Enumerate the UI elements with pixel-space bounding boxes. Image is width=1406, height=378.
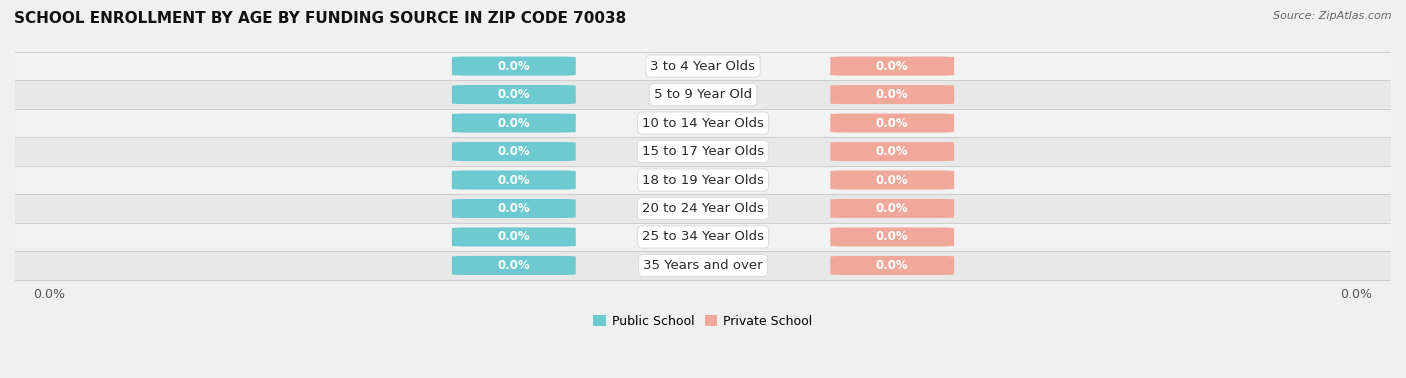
Text: 15 to 17 Year Olds: 15 to 17 Year Olds [643,145,763,158]
Text: 0.0%: 0.0% [876,145,908,158]
Text: 0.0%: 0.0% [498,259,530,272]
FancyBboxPatch shape [451,199,575,218]
FancyBboxPatch shape [451,113,575,133]
Text: 3 to 4 Year Olds: 3 to 4 Year Olds [651,60,755,73]
Text: 0.0%: 0.0% [876,174,908,186]
Text: 0.0%: 0.0% [876,116,908,130]
Bar [15,251,1391,280]
FancyBboxPatch shape [451,170,575,189]
Text: 20 to 24 Year Olds: 20 to 24 Year Olds [643,202,763,215]
FancyBboxPatch shape [451,142,575,161]
Text: Source: ZipAtlas.com: Source: ZipAtlas.com [1274,11,1392,21]
Text: 18 to 19 Year Olds: 18 to 19 Year Olds [643,174,763,186]
Text: 0.0%: 0.0% [876,259,908,272]
Text: 5 to 9 Year Old: 5 to 9 Year Old [654,88,752,101]
FancyBboxPatch shape [451,85,575,104]
Text: 0.0%: 0.0% [498,145,530,158]
Bar [15,52,1391,81]
FancyBboxPatch shape [831,170,955,189]
FancyBboxPatch shape [831,57,955,76]
FancyBboxPatch shape [451,228,575,246]
Text: 0.0%: 0.0% [498,174,530,186]
FancyBboxPatch shape [831,228,955,246]
Text: 0.0%: 0.0% [498,202,530,215]
Bar [15,166,1391,194]
Bar [15,137,1391,166]
FancyBboxPatch shape [831,142,955,161]
FancyBboxPatch shape [831,256,955,275]
Legend: Public School, Private School: Public School, Private School [593,314,813,328]
FancyBboxPatch shape [831,85,955,104]
FancyBboxPatch shape [451,57,575,76]
Text: 0.0%: 0.0% [498,88,530,101]
Text: 0.0%: 0.0% [876,202,908,215]
Text: 25 to 34 Year Olds: 25 to 34 Year Olds [643,231,763,243]
Text: SCHOOL ENROLLMENT BY AGE BY FUNDING SOURCE IN ZIP CODE 70038: SCHOOL ENROLLMENT BY AGE BY FUNDING SOUR… [14,11,626,26]
Bar [15,194,1391,223]
Bar [15,81,1391,109]
Text: 10 to 14 Year Olds: 10 to 14 Year Olds [643,116,763,130]
Text: 0.0%: 0.0% [876,88,908,101]
Text: 0.0%: 0.0% [498,116,530,130]
FancyBboxPatch shape [831,113,955,133]
Text: 0.0%: 0.0% [498,60,530,73]
FancyBboxPatch shape [831,199,955,218]
Text: 35 Years and over: 35 Years and over [643,259,763,272]
FancyBboxPatch shape [451,256,575,275]
Bar [15,223,1391,251]
Text: 0.0%: 0.0% [876,60,908,73]
Text: 0.0%: 0.0% [876,231,908,243]
Bar [15,109,1391,137]
Text: 0.0%: 0.0% [498,231,530,243]
